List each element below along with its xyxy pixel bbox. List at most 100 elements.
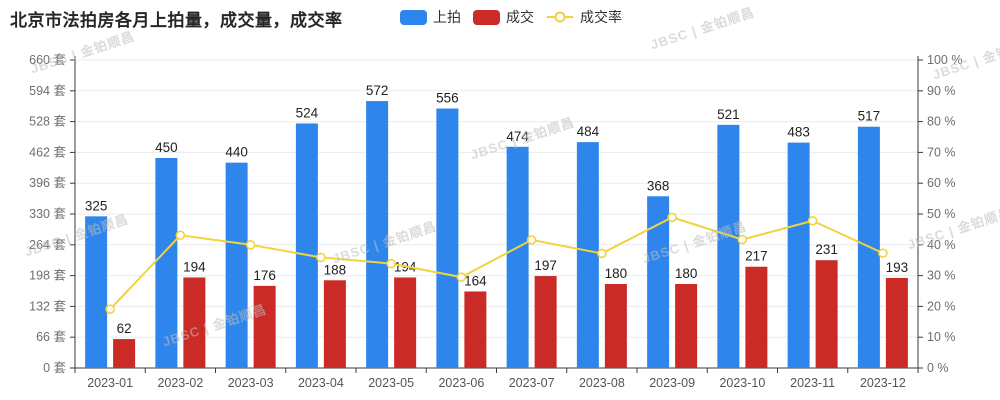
left-axis-tick-label: 660 套 — [29, 52, 66, 67]
left-axis-tick-label: 528 套 — [29, 114, 66, 129]
x-axis-label: 2023-06 — [438, 376, 484, 390]
bar-sold-2023-03[interactable] — [253, 285, 276, 368]
left-axis-tick-label: 132 套 — [29, 298, 66, 313]
rate-point-2023-08[interactable] — [597, 248, 607, 259]
x-axis-label: 2023-07 — [509, 376, 555, 390]
bar-listed-value: 572 — [366, 83, 389, 98]
bar-listed-2023-01[interactable] — [85, 216, 108, 368]
left-axis-tick-label: 264 套 — [29, 237, 66, 252]
x-axis-label: 2023-10 — [719, 376, 765, 390]
left-axis-tick-label: 0 套 — [43, 360, 66, 375]
right-axis-tick-label: 30 % — [927, 269, 956, 283]
bar-sold-value: 62 — [117, 321, 132, 336]
rate-point-2023-10[interactable] — [737, 234, 748, 245]
rate-point-2023-06[interactable] — [456, 272, 467, 282]
bar-listed-value: 484 — [577, 124, 600, 139]
bar-listed-2023-04[interactable] — [295, 123, 318, 368]
bar-sold-2023-11[interactable] — [815, 260, 838, 368]
legend: 上拍 成交 成交率 — [400, 7, 622, 27]
sold-swatch-icon — [473, 9, 500, 25]
bar-sold-2023-09[interactable] — [675, 284, 698, 368]
legend-item-listed[interactable]: 上拍 — [400, 7, 461, 27]
bar-sold-2023-06[interactable] — [464, 291, 487, 368]
bar-listed-value: 450 — [155, 140, 178, 155]
x-axis-label: 2023-02 — [157, 376, 203, 390]
bar-listed-2023-08[interactable] — [576, 142, 599, 368]
bar-listed-2023-09[interactable] — [647, 196, 670, 368]
rate-point-2023-05[interactable] — [386, 258, 396, 269]
bar-sold-2023-10[interactable] — [745, 266, 768, 368]
bar-sold-2023-05[interactable] — [394, 277, 417, 368]
bar-sold-value: 194 — [183, 259, 206, 274]
right-axis-tick-label: 40 % — [927, 238, 956, 252]
x-axis-label: 2023-03 — [228, 376, 274, 390]
legend-item-sold[interactable]: 成交 — [473, 7, 534, 27]
rate-line — [109, 216, 884, 310]
bar-listed-2023-05[interactable] — [366, 101, 389, 369]
x-axis-label: 2023-12 — [860, 376, 906, 390]
bar-sold-2023-08[interactable] — [604, 284, 627, 368]
rate-point-2023-09[interactable] — [667, 212, 677, 223]
legend-label-sold: 成交 — [506, 9, 534, 25]
bar-listed-value: 440 — [225, 145, 248, 160]
bar-listed-value: 483 — [787, 125, 810, 140]
bar-listed-2023-10[interactable] — [717, 124, 740, 368]
bar-listed-value: 368 — [647, 178, 670, 193]
bar-listed-2023-11[interactable] — [787, 142, 810, 368]
bar-listed-value: 556 — [436, 91, 459, 106]
rate-point-2023-07[interactable] — [526, 235, 537, 245]
x-axis-label: 2023-11 — [790, 376, 835, 390]
right-axis-tick-label: 90 % — [927, 84, 956, 98]
rate-point-2023-12[interactable] — [878, 248, 888, 258]
bar-listed-value: 474 — [506, 129, 529, 144]
legend-item-rate[interactable]: 成交率 — [546, 7, 622, 27]
bar-sold-2023-12[interactable] — [885, 277, 908, 368]
bar-sold-2023-01[interactable] — [113, 339, 136, 368]
left-axis-tick-label: 594 套 — [29, 83, 66, 98]
bar-listed-2023-02[interactable] — [155, 158, 178, 368]
right-axis-tick-label: 50 % — [927, 207, 956, 221]
right-axis-tick-label: 20 % — [927, 299, 956, 313]
left-axis-tick-label: 396 套 — [29, 175, 66, 190]
rate-point-2023-02[interactable] — [175, 230, 186, 241]
bar-sold-value: 217 — [745, 249, 768, 264]
right-axis-tick-label: 0 % — [927, 361, 949, 375]
bar-listed-2023-07[interactable] — [506, 146, 529, 368]
bar-sold-2023-04[interactable] — [323, 280, 346, 368]
bar-listed-value: 524 — [296, 105, 319, 120]
legend-label-listed: 上拍 — [433, 9, 461, 25]
bar-listed-value: 517 — [858, 109, 881, 124]
right-axis-tick-label: 70 % — [927, 145, 956, 159]
x-axis-label: 2023-01 — [87, 376, 133, 390]
left-axis-tick-label: 66 套 — [36, 329, 66, 344]
left-axis-tick-label: 198 套 — [29, 268, 66, 283]
chart-title: 北京市法拍房各月上拍量，成交量，成交率 — [10, 11, 343, 30]
bar-listed-value: 521 — [717, 107, 740, 122]
bar-listed-2023-03[interactable] — [225, 162, 248, 368]
rate-point-2023-11[interactable] — [807, 215, 818, 226]
bar-listed-value: 325 — [85, 198, 108, 213]
bar-sold-value: 164 — [464, 273, 487, 288]
left-axis-tick-label: 462 套 — [29, 144, 66, 159]
bar-sold-value: 193 — [886, 260, 909, 275]
bar-sold-value: 231 — [815, 242, 838, 257]
rate-point-2023-01[interactable] — [105, 304, 115, 314]
bar-sold-value: 176 — [253, 268, 276, 283]
bar-sold-value: 180 — [605, 266, 628, 281]
bar-sold-value: 180 — [675, 266, 698, 281]
bar-sold-2023-07[interactable] — [534, 276, 557, 368]
bar-sold-2023-02[interactable] — [183, 277, 206, 368]
x-axis-label: 2023-05 — [368, 376, 414, 390]
rate-point-2023-03[interactable] — [245, 240, 256, 250]
bar-listed-2023-06[interactable] — [436, 108, 459, 369]
right-axis-tick-label: 60 % — [927, 176, 956, 190]
right-axis-tick-label: 80 % — [927, 115, 956, 129]
right-axis-tick-label: 100 % — [927, 53, 962, 67]
bar-sold-value: 197 — [534, 258, 557, 273]
rate-point-2023-04[interactable] — [316, 252, 326, 263]
left-axis-tick-label: 330 套 — [29, 206, 66, 221]
rate-line-legend-icon — [547, 11, 573, 23]
listed-swatch-icon — [400, 9, 427, 25]
